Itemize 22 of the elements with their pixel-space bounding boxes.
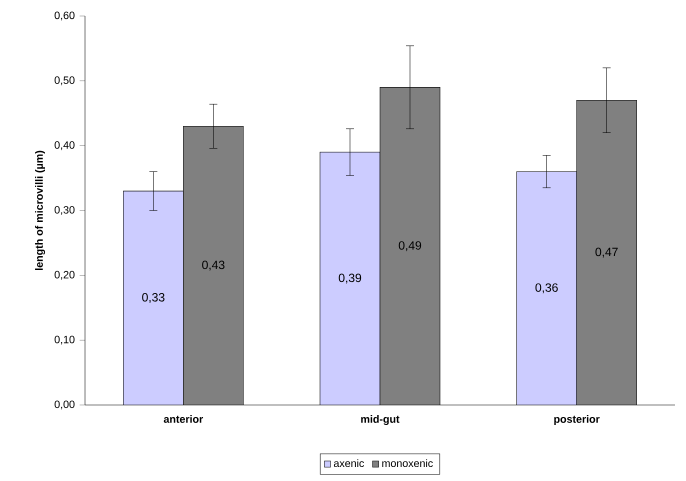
bar [123, 191, 184, 405]
y-tick-label: 0,00 [54, 400, 75, 410]
bar [320, 152, 380, 405]
data-label: 0,36 [535, 283, 558, 294]
y-tick-label: 0,50 [54, 76, 75, 86]
legend-label: monoxenic [382, 459, 433, 468]
y-axis-title: length of microvilli (µm) [35, 150, 46, 270]
data-label: 0,49 [398, 241, 422, 252]
y-tick-label: 0,30 [54, 206, 75, 215]
y-tick-label: 0,40 [54, 141, 75, 150]
data-label: 0,43 [202, 260, 224, 271]
x-tick-label: posterior [554, 415, 600, 425]
x-tick-label: mid-gut [361, 415, 400, 426]
y-tick-label: 0,60 [54, 12, 75, 20]
y-tick-label: 0,20 [54, 270, 75, 280]
y-tick-label: 0,10 [54, 336, 75, 345]
bar [516, 171, 577, 405]
data-label: 0,33 [142, 293, 164, 303]
data-label: 0,39 [338, 274, 362, 284]
x-tick-label: anterior [164, 415, 204, 423]
data-label: 0,47 [595, 248, 618, 258]
legend-label: axenic [334, 459, 364, 468]
